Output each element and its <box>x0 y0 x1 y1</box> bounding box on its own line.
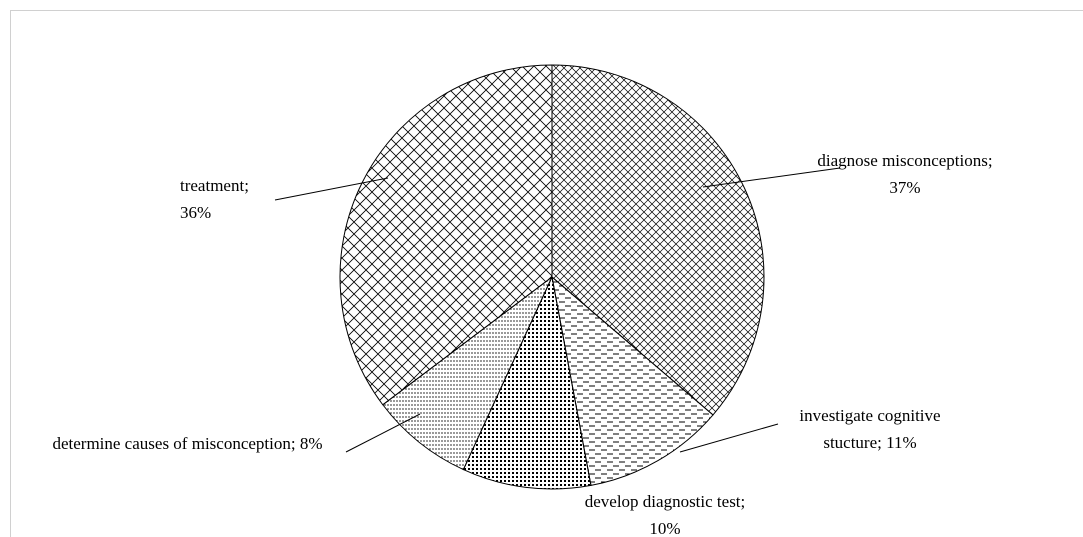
leader-line <box>345 413 421 453</box>
pie-slice <box>551 275 714 486</box>
data-label: diagnose misconceptions; 37% <box>800 147 1010 201</box>
label-category: diagnose misconceptions; <box>817 151 993 170</box>
data-label: treatment; 36% <box>180 172 280 226</box>
data-label: investigate cognitive stucture; 11% <box>780 402 960 456</box>
label-category: develop diagnostic test; <box>584 492 746 511</box>
pie-slice <box>551 64 765 416</box>
label-value: 11% <box>886 433 917 452</box>
leader-line <box>679 423 779 453</box>
leader-line <box>702 167 841 188</box>
frame <box>10 10 1083 537</box>
data-label: determine causes of misconception; 8% <box>20 430 355 457</box>
pie-slice <box>462 275 592 490</box>
label-category: investigate cognitive stucture; <box>799 406 941 452</box>
label-category: treatment; <box>180 176 249 195</box>
label-value: 36% <box>180 203 212 222</box>
label-category: determine causes of misconception; <box>52 434 296 453</box>
data-label: develop diagnostic test; 10% <box>570 488 760 537</box>
leader-line <box>274 177 389 201</box>
label-value: 10% <box>649 519 681 537</box>
pie-slice <box>382 276 553 471</box>
label-value: 37% <box>889 178 921 197</box>
label-value: 8% <box>299 434 323 453</box>
